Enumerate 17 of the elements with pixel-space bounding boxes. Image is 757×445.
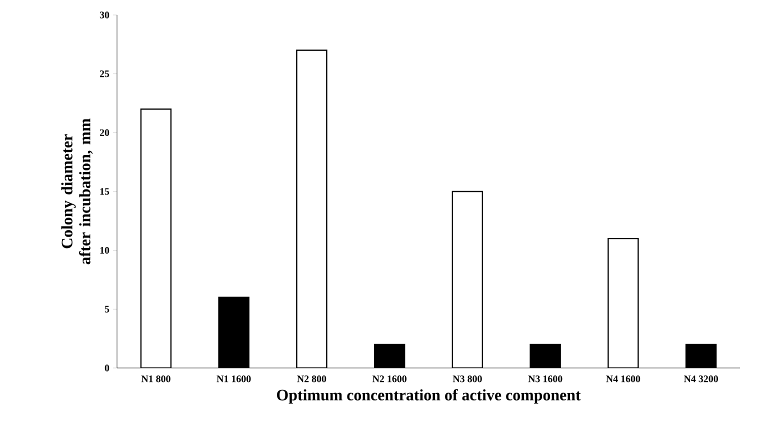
- x-tick-label: N3 800: [452, 376, 482, 382]
- y-tick-label: 20: [100, 129, 110, 136]
- y-axis-title: Colony diameter after incubation, mm: [61, 118, 93, 264]
- x-tick-label: N3 1600: [528, 376, 562, 382]
- y-tick-label: 30: [100, 12, 110, 18]
- y-tick-label: 10: [100, 246, 110, 254]
- y-tick-label: 15: [100, 188, 110, 195]
- x-tick-label: N1 800: [141, 376, 170, 382]
- x-tick-label: N1 1600: [216, 376, 251, 382]
- y-tick-label: 25: [100, 70, 110, 78]
- x-tick-label: N2 800: [297, 376, 326, 382]
- y-tick-label: 5: [104, 306, 110, 312]
- x-tick-label: N4 1600: [606, 376, 640, 382]
- y-tick-label: 0: [104, 364, 110, 372]
- x-tick-label: N2 1600: [372, 376, 406, 382]
- x-axis-title: Optimum concentration of active component: [276, 389, 581, 404]
- x-tick-label: N4 3200: [684, 376, 718, 382]
